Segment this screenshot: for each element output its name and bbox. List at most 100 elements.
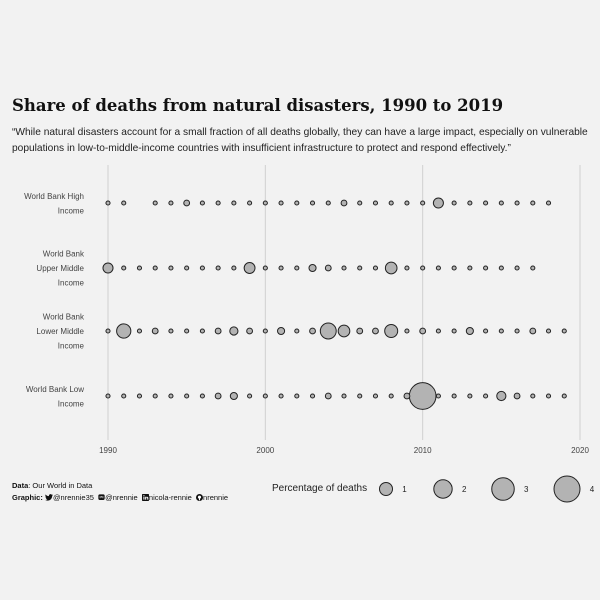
data-point — [324, 264, 332, 272]
data-point — [168, 393, 174, 399]
data-point — [199, 200, 205, 206]
data-point — [357, 393, 363, 399]
data-point — [262, 200, 268, 206]
data-point — [483, 265, 489, 271]
data-point — [435, 265, 441, 271]
data-point — [325, 200, 331, 206]
data-point — [294, 393, 300, 399]
data-point — [294, 200, 300, 206]
data-point — [319, 322, 337, 340]
twitter-handle[interactable]: @nrennie35 — [52, 493, 94, 502]
row-label: World Bank High — [24, 192, 84, 201]
x-tick-label: 2000 — [256, 446, 274, 455]
data-point — [496, 390, 507, 402]
data-point — [262, 328, 268, 334]
data-point — [183, 199, 191, 207]
data-point — [404, 265, 410, 271]
data-point — [451, 265, 457, 271]
data-point — [357, 265, 363, 271]
data-point — [243, 262, 256, 274]
row-label: Upper Middle — [36, 264, 84, 273]
legend-circle — [491, 477, 515, 501]
data-point — [121, 393, 127, 399]
data-point — [136, 393, 143, 399]
data-point — [404, 328, 410, 334]
data-point — [105, 328, 111, 334]
data-point — [403, 392, 411, 400]
data-point — [341, 393, 347, 399]
data-point — [451, 393, 457, 399]
x-tick-label: 2010 — [414, 446, 432, 455]
data-point — [420, 265, 426, 271]
row-label: Lower Middle — [36, 327, 84, 336]
data-point — [231, 200, 237, 206]
data-point — [451, 328, 457, 334]
bubble-chart: 1990 2000 2010 2020 World Bank High Income Wor… — [24, 165, 589, 455]
data-point — [309, 200, 316, 206]
data-point — [168, 265, 174, 271]
row-label: Income — [58, 206, 85, 215]
graphic-credit: Graphic: @nrennie35 @nrennie nicola-renn… — [12, 492, 228, 504]
data-point — [262, 393, 268, 399]
data-point — [408, 382, 437, 410]
data-point — [152, 265, 158, 271]
x-tick-label: 2020 — [571, 446, 589, 455]
data-point — [184, 328, 190, 334]
data-point — [435, 328, 441, 334]
data-point — [136, 265, 143, 271]
chart-title: Share of deaths from natural disasters, … — [12, 96, 504, 115]
data-point — [341, 265, 347, 271]
data-point — [467, 265, 473, 271]
legend-value: 2 — [462, 485, 467, 494]
data-point — [420, 200, 426, 206]
data-point — [116, 323, 132, 339]
data-point — [561, 393, 567, 399]
data-point — [105, 393, 111, 399]
data-point — [151, 327, 159, 335]
data-point — [168, 200, 174, 206]
data-point — [262, 265, 268, 271]
data-point — [199, 393, 205, 399]
data-credit-label: Data — [12, 481, 29, 490]
data-point — [309, 327, 316, 335]
data-point — [308, 263, 317, 273]
graphic-credit-label: Graphic: — [12, 493, 43, 502]
data-point — [152, 393, 158, 399]
data-point — [247, 393, 253, 399]
row-label: World Bank Low — [26, 385, 84, 394]
data-point — [465, 326, 474, 336]
twitter-icon — [44, 494, 53, 501]
data-point — [199, 265, 205, 271]
data-point — [168, 328, 174, 334]
x-tick-label: 1990 — [99, 446, 117, 455]
data-point — [451, 200, 457, 206]
data-credit: Data: Our World in Data — [12, 480, 228, 492]
data-point — [294, 265, 300, 271]
data-point — [277, 326, 286, 336]
data-point — [513, 392, 521, 400]
data-point — [419, 327, 427, 335]
data-point — [545, 200, 552, 206]
data-point — [184, 393, 190, 399]
mastodon-handle[interactable]: @nrennie — [105, 493, 138, 502]
data-credit-source: : Our World in Data — [28, 481, 93, 490]
data-point — [514, 200, 520, 206]
linkedin-icon — [141, 494, 149, 501]
data-point — [278, 265, 284, 271]
legend-value: 3 — [524, 485, 529, 494]
data-point — [121, 200, 127, 206]
data-point — [514, 328, 520, 334]
data-point — [247, 200, 253, 206]
legend-value: 1 — [402, 485, 407, 494]
linkedin-handle[interactable]: nicola-rennie — [148, 493, 192, 502]
data-point — [215, 265, 221, 271]
data-point — [356, 327, 364, 335]
data-point — [530, 393, 536, 399]
data-point — [432, 197, 444, 209]
mastodon-icon — [98, 494, 105, 500]
github-handle[interactable]: nrennie — [203, 493, 229, 502]
legend-circle — [379, 482, 393, 496]
data-point — [214, 392, 222, 400]
data-point — [199, 328, 205, 334]
data-point — [561, 328, 567, 334]
